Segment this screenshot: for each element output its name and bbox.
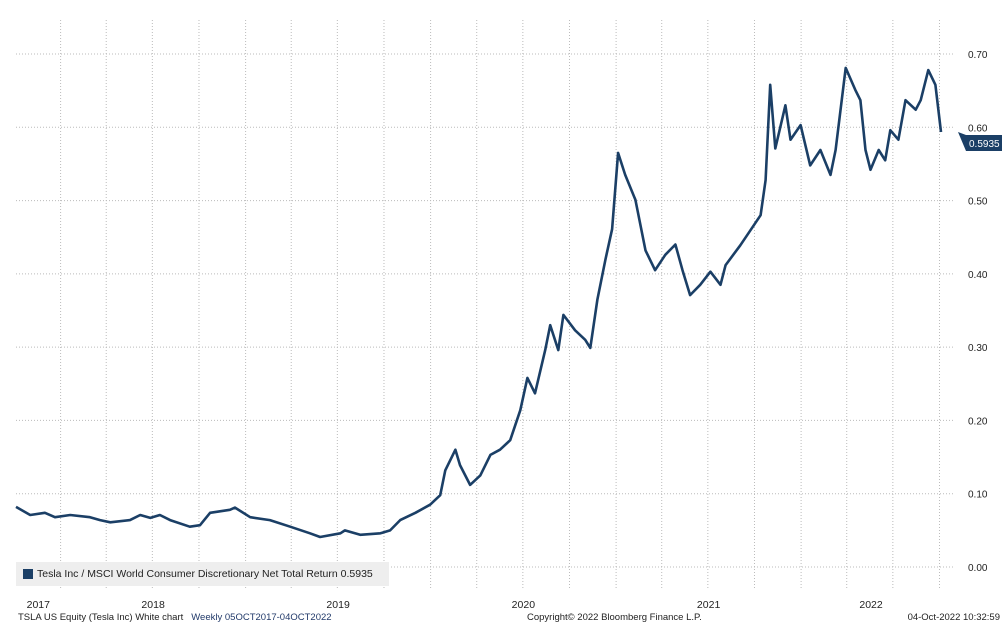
- x-tick-label: 2020: [512, 599, 536, 611]
- series-line: [15, 66, 943, 539]
- footer-left-group: TSLA US Equity (Tesla Inc) White chart W…: [18, 612, 332, 623]
- x-tick-label: 2017: [27, 599, 51, 611]
- x-tick-label: 2019: [326, 599, 350, 611]
- x-tick-label: 2018: [141, 599, 165, 611]
- y-tick-label: 0.20: [968, 416, 988, 427]
- footer-timestamp: 04-Oct-2022 10:32:59: [907, 612, 1000, 623]
- y-tick-label: 0.00: [968, 563, 988, 574]
- legend-swatch: [23, 569, 33, 579]
- footer-copyright: Copyright© 2022 Bloomberg Finance L.P.: [527, 612, 702, 623]
- y-tick-label: 0.60: [968, 123, 988, 134]
- y-tick-label: 0.50: [968, 197, 988, 208]
- x-tick-label: 2021: [697, 599, 721, 611]
- last-value-tag: [958, 132, 1002, 152]
- footer-range: Weekly 05OCT2017-04OCT2022: [191, 612, 332, 623]
- legend-label: Tesla Inc / MSCI World Consumer Discreti…: [37, 568, 373, 580]
- legend: Tesla Inc / MSCI World Consumer Discreti…: [16, 562, 389, 586]
- y-tick-label: 0.70: [968, 50, 988, 61]
- footer-security: TSLA US Equity (Tesla Inc) White chart: [18, 612, 184, 623]
- y-tick-label: 0.30: [968, 343, 988, 354]
- y-tick-label: 0.10: [968, 490, 988, 501]
- last-value-label: 0.5935: [969, 139, 1000, 150]
- x-tick-label: 2022: [859, 599, 883, 611]
- y-tick-label: 0.40: [968, 270, 988, 281]
